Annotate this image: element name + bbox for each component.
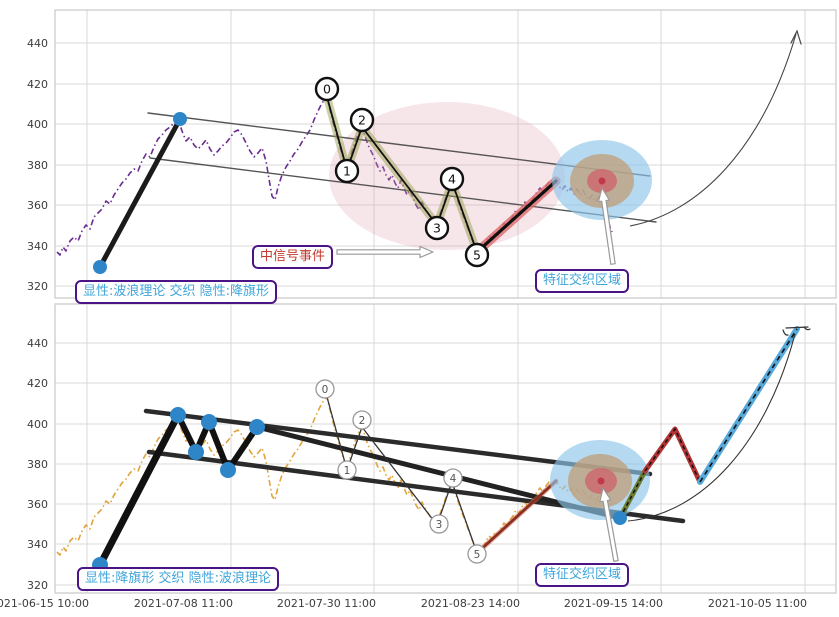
x-tick-label: 2021-10-05 11:00 — [708, 597, 807, 610]
panel-top-layers: 0 1 2 3 4 5 — [93, 29, 802, 274]
x-tick-label: 2021-09-15 14:00 — [564, 597, 663, 610]
x-tick-label: 2021-07-08 11:00 — [134, 597, 233, 610]
flag-vertex-dots — [201, 414, 217, 430]
region-pointer-arrow — [597, 187, 616, 265]
wave-number-markers-circle — [334, 158, 360, 184]
x-axis-labels: 2021-06-15 10:00 2021-07-08 11:00 2021-07-… — [0, 597, 807, 610]
y-tick-label: 340 — [27, 538, 48, 551]
wave-number-markers-number: 3 — [436, 519, 443, 531]
wave-number-markers-circle — [439, 166, 465, 192]
y-tick-label: 340 — [27, 240, 48, 253]
y-tick-label: 380 — [27, 458, 48, 471]
feature-center-dot — [597, 477, 605, 485]
y-tick-label: 400 — [27, 418, 48, 431]
wave-number-markers-number: 0 — [322, 384, 329, 396]
y-tick-label: 360 — [27, 199, 48, 212]
y-tick-label: 420 — [27, 78, 48, 91]
forecast-arrowhead — [790, 29, 802, 45]
forecast-red-segment-dash — [644, 427, 701, 483]
wave-number-markers-circle — [443, 468, 463, 488]
hidden-wave-polyline — [326, 396, 478, 554]
region-pointer-arrow — [599, 487, 619, 562]
wave-number-markers-number: 2 — [358, 113, 366, 128]
x-tick-label: 2021-06-15 10:00 — [0, 597, 89, 610]
feature-center-dot — [598, 177, 606, 185]
wave-number-markers-number: 3 — [433, 221, 441, 236]
y-tick-label: 440 — [27, 337, 48, 350]
wave-number-markers-circle — [314, 76, 340, 102]
wave-number-markers-number: 4 — [448, 172, 456, 187]
wave-number-markers-circle — [429, 514, 449, 534]
pole-endpoint-dots — [173, 112, 187, 126]
y-tick-label: 440 — [27, 37, 48, 50]
top-region-label: 特征交织区域 — [535, 269, 630, 293]
breakout-dot — [613, 511, 627, 525]
wave-number-markers-number: 4 — [450, 473, 457, 485]
hidden-signal-segment — [475, 479, 558, 555]
flag-vertex-dots — [170, 407, 186, 423]
wave-number-markers-number: 1 — [344, 465, 351, 477]
plot-background — [55, 10, 836, 298]
panel-bottom-layers: 0 1 2 3 4 5 — [92, 326, 811, 573]
wave-number-markers-circle — [424, 215, 450, 241]
y-tick-label: 400 — [27, 118, 48, 131]
wave-number-markers-circle — [352, 410, 372, 430]
top-pattern-label: 显性:波浪理论 交织 隐性:降旗形 — [75, 280, 278, 304]
wave-number-markers-number: 0 — [323, 82, 331, 97]
flag-vertex-dots — [188, 444, 204, 460]
signal-segment — [475, 179, 558, 254]
wave-number-markers-circle — [349, 107, 375, 133]
x-tick-label: 2021-08-23 14:00 — [421, 597, 520, 610]
y-tick-label: 380 — [27, 159, 48, 172]
forecast-olive-segment-dash — [619, 470, 646, 519]
flag-vertex-dots — [249, 419, 265, 435]
wave-number-markers-number: 5 — [473, 248, 481, 263]
forecast-curve — [629, 33, 797, 227]
pole-endpoint-dots — [93, 260, 107, 274]
forecast-top-cap — [782, 326, 811, 336]
wave-number-markers-circle — [464, 242, 490, 268]
wave-number-markers-circle — [467, 544, 487, 564]
y-tick-label: 420 — [27, 377, 48, 390]
x-tick-label: 2021-07-30 11:00 — [277, 597, 376, 610]
forecast-blue-segment-dash — [699, 328, 798, 483]
wave-number-markers-circle — [337, 460, 357, 480]
flag-vertex-dots — [220, 462, 236, 478]
plot-border — [54, 9, 837, 299]
bottom-pattern-label: 显性:降旗形 交织 隐性:波浪理论 — [77, 567, 280, 591]
mid-signal-label: 中信号事件 — [252, 245, 334, 269]
flag-pole — [97, 116, 183, 270]
bottom-region-label: 特征交织区域 — [535, 563, 630, 587]
wave-number-markers-number: 5 — [474, 549, 481, 561]
forecast-curve — [627, 333, 796, 522]
y-tick-label: 320 — [27, 280, 48, 293]
plot-border — [54, 303, 837, 594]
wave-number-markers-circle — [315, 379, 335, 399]
wave-number-markers-number: 2 — [359, 415, 366, 427]
flag-pole — [96, 411, 182, 569]
wave-polyline — [326, 96, 478, 253]
wave-number-markers-number: 1 — [343, 164, 351, 179]
y-tick-label: 320 — [27, 579, 48, 592]
signal-pointer-arrow — [336, 245, 434, 259]
y-tick-label: 360 — [27, 498, 48, 511]
